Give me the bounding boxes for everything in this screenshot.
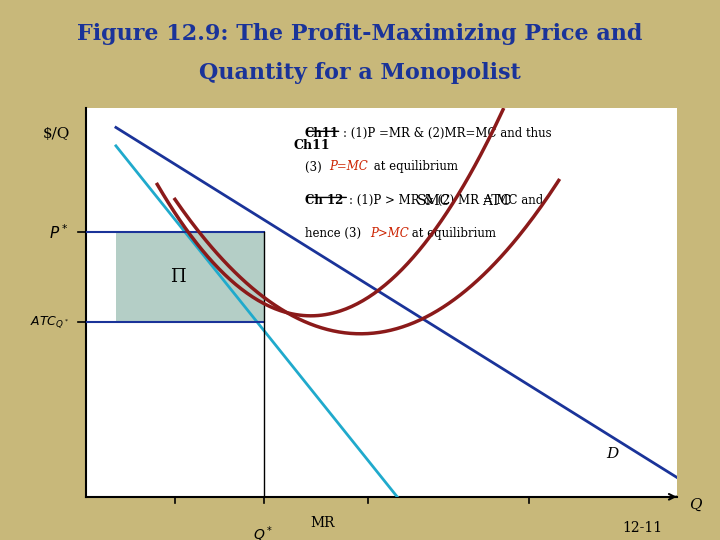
Text: (3): (3)	[305, 160, 325, 173]
Text: Q: Q	[688, 497, 701, 511]
Text: at equilibrium: at equilibrium	[408, 227, 496, 240]
Text: : (1)P > MR & (2) MR = MC and: : (1)P > MR & (2) MR = MC and	[349, 193, 544, 206]
Text: $Q^*$: $Q^*$	[253, 524, 274, 540]
Text: Figure 12.9: The Profit-Maximizing Price and: Figure 12.9: The Profit-Maximizing Price…	[77, 23, 643, 45]
Text: Ch11: Ch11	[293, 139, 330, 152]
Text: Quantity for a Monopolist: Quantity for a Monopolist	[199, 62, 521, 84]
Text: D: D	[606, 447, 618, 461]
FancyBboxPatch shape	[116, 232, 264, 322]
Text: : (1)P =MR & (2)MR=MC and thus: : (1)P =MR & (2)MR=MC and thus	[343, 127, 552, 140]
Text: at equilibrium: at equilibrium	[370, 160, 458, 173]
Text: P=MC: P=MC	[330, 160, 369, 173]
Text: $/Q: $/Q	[43, 127, 71, 141]
Text: ATC: ATC	[482, 194, 511, 208]
Text: $P^*$: $P^*$	[49, 223, 68, 242]
Text: hence (3): hence (3)	[305, 227, 365, 240]
Text: P>MC: P>MC	[370, 227, 408, 240]
Text: Ch11: Ch11	[305, 127, 339, 140]
Text: 12-11: 12-11	[622, 521, 662, 535]
Text: $ATC_{Q^*}$: $ATC_{Q^*}$	[30, 314, 68, 330]
Text: MR: MR	[310, 516, 335, 530]
Text: SMC: SMC	[417, 194, 451, 208]
Text: Π: Π	[170, 268, 186, 286]
Text: Ch 12: Ch 12	[305, 193, 343, 206]
